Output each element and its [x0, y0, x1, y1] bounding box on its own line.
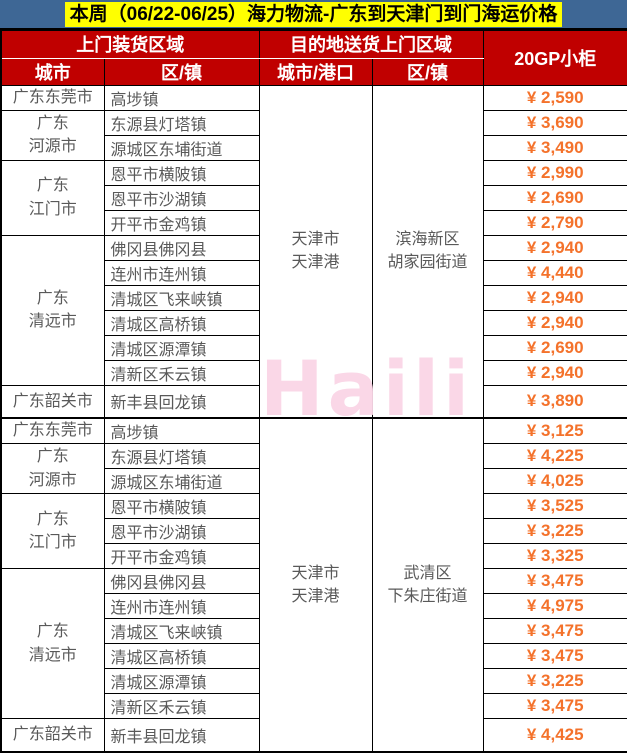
pickup-district-cell: 清城区高桥镇 [103, 643, 260, 669]
table-row: 广东东莞市 高埗镇 天津市 天津港 武清区 下朱庄街道 ¥ 3,125 [0, 417, 627, 752]
table-row: 源城区东埔街道 ¥ 3,490 [1, 134, 627, 161]
table-row: 广东东莞市 高埗镇 天津市 天津港 滨海新区 胡家园街道 ¥ 2,590 [0, 84, 627, 419]
price-cell: ¥ 2,940 [482, 284, 627, 311]
destination-district-cell: 武清区 下朱庄街道 [371, 417, 484, 752]
price-cell: ¥ 4,225 [482, 443, 627, 469]
pickup-district-cell: 新丰县回龙镇 [103, 384, 260, 419]
price-cell: ¥ 2,590 [482, 84, 627, 111]
price-cell: ¥ 2,790 [482, 209, 627, 236]
pickup-district-cell: 东源县灯塔镇 [103, 443, 260, 469]
price-cell: ¥ 3,475 [482, 643, 627, 669]
table-row: 恩平市沙湖镇 ¥ 2,690 [1, 184, 627, 211]
price-cell: ¥ 3,475 [482, 693, 627, 719]
price-cell: ¥ 3,325 [482, 543, 627, 569]
pickup-city-cell: 广东 江门市 [0, 493, 105, 569]
pickup-city-cell: 广东 江门市 [0, 159, 105, 236]
table-row: 开平市金鸡镇 ¥ 2,790 [1, 209, 627, 236]
pickup-district-cell: 高埗镇 [103, 84, 260, 111]
pickup-district-cell: 连州市连州镇 [103, 593, 260, 619]
table-row: 广东 江门市 恩平市横陂镇 ¥ 2,990 [0, 159, 627, 236]
pickup-district-cell: 佛冈县佛冈县 [103, 234, 260, 261]
table-row: 清城区飞来峡镇 ¥ 3,475 [1, 618, 627, 644]
destination-district-cell: 滨海新区 胡家园街道 [371, 84, 484, 419]
table-row: 广东 河源市 东源县灯塔镇 ¥ 3,690 [0, 109, 627, 161]
pickup-district-cell: 源城区东埔街道 [103, 468, 260, 494]
pickup-district-cell: 恩平市沙湖镇 [103, 518, 260, 544]
pickup-district-cell: 东源县灯塔镇 [103, 109, 260, 136]
price-cell: ¥ 3,890 [482, 384, 627, 419]
destination-city-cell: 天津市 天津港 [258, 84, 373, 419]
table-row: 源城区东埔街道 ¥ 4,025 [1, 468, 627, 494]
header-col-district: 区/镇 [103, 57, 260, 86]
pickup-city-cell: 广东韶关市 [0, 718, 105, 752]
price-cell: ¥ 3,490 [482, 134, 627, 161]
price-cell: ¥ 4,025 [482, 468, 627, 494]
price-cell: ¥ 4,975 [482, 593, 627, 619]
price-cell: ¥ 3,475 [482, 568, 627, 594]
header-pickup-area: 上门装货区域 [0, 29, 260, 59]
price-cell: ¥ 3,475 [482, 618, 627, 644]
table-row: 清新区禾云镇 ¥ 3,475 [1, 693, 627, 719]
header-container-type: 20GP小柜 [482, 29, 627, 86]
table-row: 清城区源潭镇 ¥ 3,225 [1, 668, 627, 694]
header-col-dest-district: 区/镇 [371, 57, 484, 86]
table-row: 连州市连州镇 ¥ 4,440 [1, 259, 627, 286]
pickup-district-cell: 清城区飞来峡镇 [103, 284, 260, 311]
pickup-district-cell: 连州市连州镇 [103, 259, 260, 286]
price-cell: ¥ 2,940 [482, 234, 627, 261]
price-cell: ¥ 3,690 [482, 109, 627, 136]
table-row: 清城区高桥镇 ¥ 2,940 [1, 309, 627, 336]
pickup-district-cell: 清城区源潭镇 [103, 668, 260, 694]
pickup-city-cell: 广东东莞市 [0, 417, 105, 444]
price-cell: ¥ 2,990 [482, 159, 627, 186]
pickup-district-cell: 新丰县回龙镇 [103, 718, 260, 752]
table-row: 清城区飞来峡镇 ¥ 2,940 [1, 284, 627, 311]
pickup-district-cell: 高埗镇 [103, 417, 260, 444]
pickup-city-cell: 广东韶关市 [0, 384, 105, 419]
pickup-city-cell: 广东 河源市 [0, 443, 105, 494]
price-cell: ¥ 2,690 [482, 334, 627, 361]
freight-price-table: 上门装货区域 目的地送货上门区域 20GP小柜 城市 区/镇 城市/港口 区/镇… [0, 29, 627, 753]
table-row: 清城区源潭镇 ¥ 2,690 [1, 334, 627, 361]
price-cell: ¥ 4,425 [482, 718, 627, 752]
title-bar: 本周（06/22-06/25）海力物流-广东到天津门到门海运价格 [0, 0, 627, 29]
header-col-dest-city: 城市/港口 [258, 57, 373, 86]
pickup-district-cell: 清城区高桥镇 [103, 309, 260, 336]
table-row: 清城区高桥镇 ¥ 3,475 [1, 643, 627, 669]
page-title: 本周（06/22-06/25）海力物流-广东到天津门到门海运价格 [64, 1, 563, 27]
header-col-city: 城市 [0, 57, 105, 86]
table-row: 清新区禾云镇 ¥ 2,940 [1, 359, 627, 386]
table-body: 广东东莞市 高埗镇 天津市 天津港 滨海新区 胡家园街道 ¥ 2,590 广东 河源市 东源… [0, 84, 627, 752]
pickup-district-cell: 清城区源潭镇 [103, 334, 260, 361]
pickup-city-cell: 广东 河源市 [0, 109, 105, 161]
table-row: 广东韶关市 新丰县回龙镇 ¥ 3,890 [0, 384, 627, 419]
pickup-district-cell: 清新区禾云镇 [103, 693, 260, 719]
pickup-district-cell: 开平市金鸡镇 [103, 543, 260, 569]
price-cell: ¥ 3,125 [482, 417, 627, 444]
pickup-district-cell: 恩平市横陂镇 [103, 493, 260, 519]
header-delivery-area: 目的地送货上门区域 [258, 29, 484, 59]
pickup-district-cell: 清新区禾云镇 [103, 359, 260, 386]
pickup-district-cell: 清城区飞来峡镇 [103, 618, 260, 644]
pickup-district-cell: 源城区东埔街道 [103, 134, 260, 161]
pickup-city-cell: 广东东莞市 [0, 84, 105, 111]
price-cell: ¥ 2,690 [482, 184, 627, 211]
pickup-city-cell: 广东 清远市 [0, 234, 105, 386]
price-cell: ¥ 3,225 [482, 668, 627, 694]
price-cell: ¥ 2,940 [482, 309, 627, 336]
price-cell: ¥ 3,525 [482, 493, 627, 519]
pickup-district-cell: 恩平市横陂镇 [103, 159, 260, 186]
price-cell: ¥ 4,440 [482, 259, 627, 286]
destination-city-cell: 天津市 天津港 [258, 417, 373, 752]
table-row: 广东 江门市 恩平市横陂镇 ¥ 3,525 [0, 493, 627, 569]
price-cell: ¥ 3,225 [482, 518, 627, 544]
pickup-district-cell: 开平市金鸡镇 [103, 209, 260, 236]
pickup-district-cell: 佛冈县佛冈县 [103, 568, 260, 594]
pickup-district-cell: 恩平市沙湖镇 [103, 184, 260, 211]
price-cell: ¥ 2,940 [482, 359, 627, 386]
table-header: 上门装货区域 目的地送货上门区域 20GP小柜 城市 区/镇 城市/港口 区/镇 [0, 29, 627, 86]
pickup-city-cell: 广东 清远市 [0, 568, 105, 719]
table-row: 开平市金鸡镇 ¥ 3,325 [1, 543, 627, 569]
